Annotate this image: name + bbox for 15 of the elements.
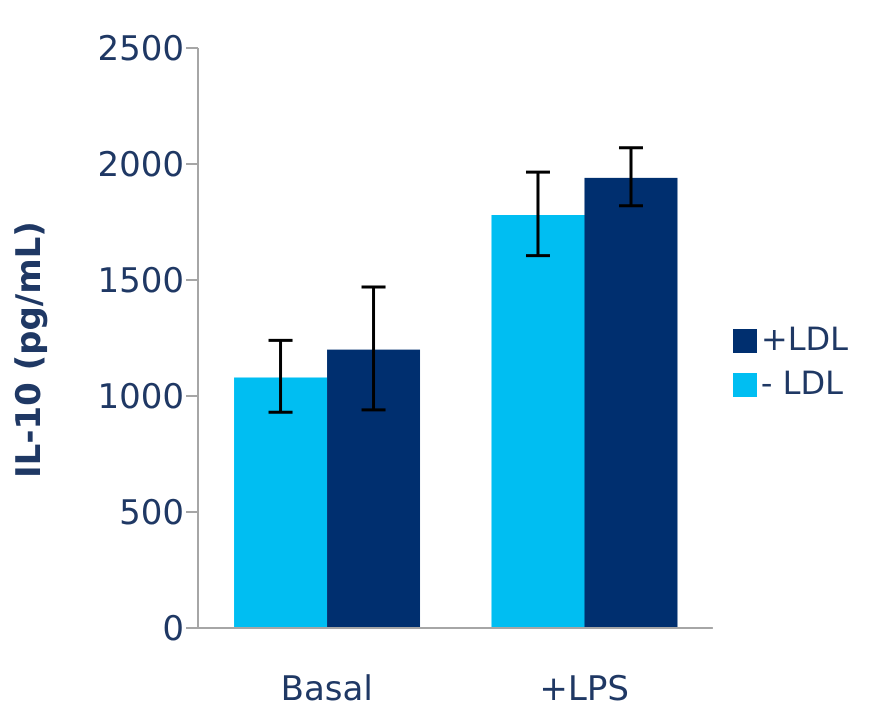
bar xyxy=(491,215,584,628)
y-tick-label: 500 xyxy=(119,493,184,534)
bar xyxy=(234,377,328,628)
y-tick-label: 1500 xyxy=(97,261,184,302)
legend-label: - LDL xyxy=(760,364,843,402)
y-tick-label: 2500 xyxy=(97,29,184,70)
bar xyxy=(327,350,420,628)
y-tick-label: 2000 xyxy=(97,145,184,186)
legend-label: +LDL xyxy=(760,320,848,358)
x-tick-label: +LPS xyxy=(539,669,629,710)
y-tick-label: 0 xyxy=(162,609,184,650)
y-axis-title: IL-10 (pg/mL) xyxy=(9,221,50,478)
y-tick-label: 1000 xyxy=(97,377,184,418)
bar xyxy=(584,178,678,628)
x-tick-label: Basal xyxy=(280,669,373,710)
